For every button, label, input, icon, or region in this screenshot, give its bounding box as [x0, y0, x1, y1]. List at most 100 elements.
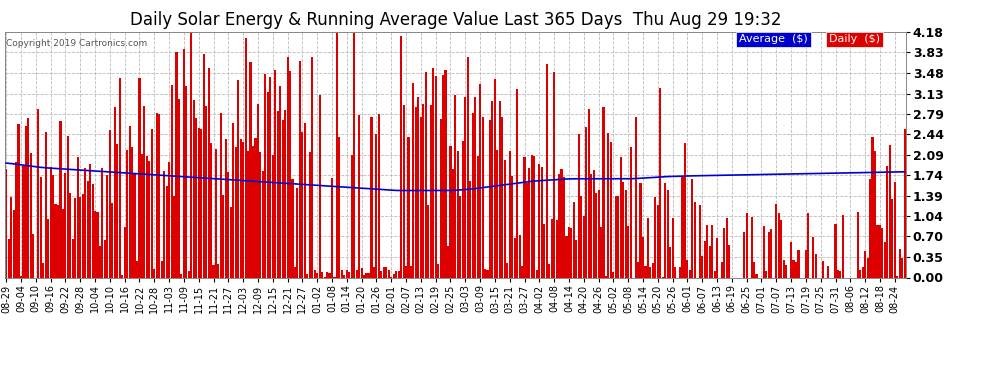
Bar: [175, 52, 177, 278]
Bar: [33, 234, 35, 278]
Bar: [445, 70, 446, 278]
Bar: [301, 132, 303, 278]
Bar: [459, 196, 461, 278]
Bar: [344, 275, 346, 278]
Bar: [560, 170, 562, 278]
Bar: [433, 68, 435, 278]
Bar: [496, 150, 498, 278]
Bar: [385, 267, 387, 278]
Bar: [476, 156, 478, 278]
Bar: [111, 203, 114, 278]
Bar: [785, 265, 787, 278]
Bar: [613, 272, 615, 278]
Bar: [378, 114, 380, 278]
Bar: [529, 168, 531, 278]
Bar: [620, 157, 622, 278]
Bar: [456, 151, 459, 278]
Bar: [753, 262, 755, 278]
Bar: [299, 61, 301, 278]
Bar: [259, 153, 261, 278]
Bar: [398, 271, 400, 278]
Bar: [714, 271, 716, 278]
Bar: [449, 146, 451, 278]
Bar: [383, 267, 385, 278]
Bar: [173, 196, 175, 278]
Bar: [750, 217, 752, 278]
Bar: [208, 68, 210, 278]
Bar: [544, 224, 545, 278]
Bar: [896, 276, 898, 278]
Bar: [129, 126, 131, 278]
Bar: [114, 107, 116, 278]
Bar: [256, 104, 259, 278]
Bar: [486, 270, 488, 278]
Bar: [615, 196, 617, 278]
Bar: [324, 277, 326, 278]
Bar: [329, 273, 331, 278]
Bar: [603, 107, 605, 278]
Bar: [812, 237, 815, 278]
Bar: [81, 194, 84, 278]
Bar: [451, 169, 454, 278]
Bar: [321, 272, 323, 278]
Bar: [423, 104, 425, 278]
Bar: [526, 183, 528, 278]
Bar: [649, 267, 651, 278]
Bar: [879, 225, 881, 278]
Bar: [671, 218, 673, 278]
Bar: [94, 210, 96, 278]
Bar: [59, 121, 61, 278]
Bar: [499, 100, 501, 278]
Bar: [442, 75, 445, 278]
Bar: [524, 157, 526, 278]
Bar: [783, 261, 785, 278]
Bar: [316, 273, 318, 278]
Bar: [45, 132, 47, 278]
Bar: [150, 129, 152, 278]
Bar: [28, 118, 30, 278]
Bar: [101, 168, 104, 278]
Bar: [699, 205, 701, 278]
Bar: [388, 270, 390, 278]
Bar: [276, 111, 279, 278]
Bar: [84, 168, 86, 278]
Bar: [724, 228, 726, 278]
Bar: [144, 106, 146, 278]
Bar: [659, 88, 661, 278]
Bar: [296, 188, 298, 278]
Bar: [871, 137, 873, 278]
Bar: [874, 151, 876, 278]
Bar: [646, 218, 649, 278]
Bar: [375, 134, 377, 278]
Bar: [904, 129, 906, 278]
Bar: [261, 171, 264, 278]
Bar: [654, 197, 656, 278]
Bar: [531, 155, 533, 278]
Bar: [837, 270, 839, 278]
Bar: [370, 117, 372, 278]
Bar: [180, 274, 182, 278]
Bar: [622, 182, 625, 278]
Bar: [170, 85, 172, 278]
Bar: [884, 242, 886, 278]
Bar: [795, 262, 797, 278]
Bar: [827, 266, 830, 278]
Bar: [62, 209, 64, 278]
Bar: [689, 270, 691, 278]
Bar: [336, 32, 338, 278]
Bar: [5, 169, 7, 278]
Bar: [711, 225, 713, 278]
Bar: [185, 86, 187, 278]
Bar: [768, 232, 770, 278]
Bar: [536, 270, 538, 278]
Bar: [504, 160, 506, 278]
Bar: [190, 32, 192, 278]
Bar: [709, 246, 711, 278]
Bar: [165, 186, 167, 278]
Bar: [134, 173, 136, 278]
Bar: [331, 178, 333, 278]
Bar: [289, 70, 291, 278]
Text: Average  ($): Average ($): [740, 34, 808, 44]
Bar: [252, 146, 254, 278]
Bar: [876, 225, 878, 278]
